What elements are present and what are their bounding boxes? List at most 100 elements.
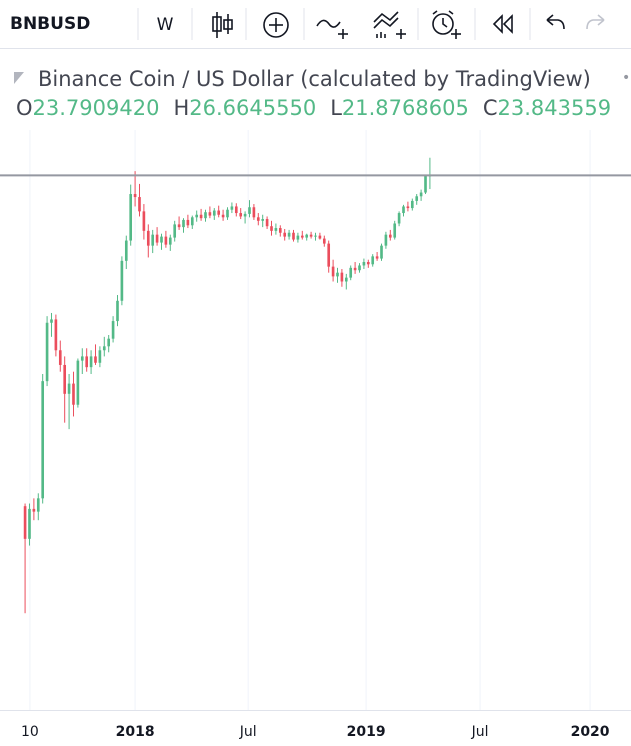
candle-body xyxy=(349,267,353,278)
candle-body xyxy=(151,234,155,246)
candle-body xyxy=(393,223,397,238)
candle-body xyxy=(234,206,238,214)
candle-body xyxy=(133,194,137,198)
x-tick-label: Jul xyxy=(471,724,489,740)
candle-body xyxy=(380,245,383,259)
candle-body xyxy=(80,356,84,361)
candle-body xyxy=(270,226,273,231)
candle-body xyxy=(248,207,251,214)
ohlc-key: H xyxy=(173,96,189,120)
candle-body xyxy=(309,234,313,237)
interval[interactable]: W xyxy=(157,15,174,35)
candle-body xyxy=(322,238,326,244)
x-tick-label: 10 xyxy=(21,724,39,740)
candle-body xyxy=(129,194,133,241)
candle-body xyxy=(94,356,97,363)
ohlc-value: 21.8768605 xyxy=(342,96,469,120)
candle-body xyxy=(375,256,379,259)
candle-body xyxy=(124,240,128,261)
indicators-icon[interactable] xyxy=(316,19,348,39)
candle-body xyxy=(287,232,291,237)
candle-body xyxy=(168,237,172,245)
candle-body xyxy=(327,243,331,267)
candle-body xyxy=(362,261,366,266)
ohlc-value: 23.7909420 xyxy=(33,96,160,120)
candle-body xyxy=(283,232,287,237)
candle-body xyxy=(265,219,269,227)
redo-icon[interactable] xyxy=(586,14,605,30)
toolbar xyxy=(0,0,631,48)
candle-body xyxy=(208,212,212,216)
candle-body xyxy=(58,350,62,365)
candle-body xyxy=(160,236,163,243)
candles-icon[interactable] xyxy=(212,12,233,38)
x-tick-label: Jul xyxy=(239,724,257,740)
candle-body xyxy=(67,383,71,394)
templates-icon[interactable] xyxy=(373,11,406,39)
more-dot: • xyxy=(622,70,630,86)
candle-body xyxy=(226,209,229,218)
candle-body xyxy=(261,219,265,221)
replay-icon[interactable] xyxy=(492,14,513,34)
candle-body xyxy=(305,234,309,238)
candle-body xyxy=(120,260,124,301)
candle-body xyxy=(146,230,150,246)
candle-body xyxy=(190,217,194,226)
candle-body xyxy=(300,235,304,238)
candle-body xyxy=(107,338,111,347)
ohlc-value: 23.843559 xyxy=(498,96,612,120)
candle-body xyxy=(336,272,339,277)
candle-body xyxy=(314,235,317,237)
ohlc-key: O xyxy=(16,96,33,120)
ohlc-value: 26.6645550 xyxy=(189,96,316,120)
candle-body xyxy=(358,265,361,271)
candle-body xyxy=(28,508,31,539)
candle-body xyxy=(239,213,243,217)
candle-body xyxy=(54,319,58,351)
candle-body xyxy=(402,206,405,214)
candle-body xyxy=(344,277,348,282)
candle-body xyxy=(384,234,388,246)
ohlc-key: L xyxy=(330,96,342,120)
candle-body xyxy=(85,356,89,368)
candle-body xyxy=(186,219,190,226)
candle-body xyxy=(89,356,93,368)
candle-body xyxy=(221,214,225,218)
candle-body xyxy=(366,261,370,265)
candle-body xyxy=(415,196,419,201)
candle-body xyxy=(50,319,53,323)
candle-body xyxy=(164,236,168,245)
candle-body xyxy=(331,266,335,277)
candle-body xyxy=(98,350,102,363)
candle-body xyxy=(111,321,115,339)
candle-body xyxy=(353,267,357,271)
candle-body xyxy=(23,506,27,539)
candle-body xyxy=(195,214,199,218)
candle-body xyxy=(292,232,295,240)
collapse-icon[interactable] xyxy=(14,72,24,84)
candle-body xyxy=(72,383,75,405)
candle-body xyxy=(256,217,260,221)
candle-body xyxy=(102,346,106,351)
ohlc-key: C xyxy=(483,96,498,120)
candle-body xyxy=(274,228,278,231)
candle-body xyxy=(406,206,410,209)
compare-icon[interactable] xyxy=(263,12,289,38)
candle-body xyxy=(45,322,49,382)
candle-body xyxy=(388,234,392,238)
candle-body xyxy=(173,224,177,238)
undo-icon[interactable] xyxy=(546,14,565,30)
candle-body xyxy=(217,210,221,215)
symbol[interactable]: BNBUSD xyxy=(10,14,90,34)
candle-body xyxy=(142,211,146,231)
candle-body xyxy=(419,192,423,197)
candle-body xyxy=(397,213,401,224)
candle-body xyxy=(230,206,234,210)
x-tick-label: 2020 xyxy=(571,724,610,740)
candle-body xyxy=(32,508,36,512)
alert-icon[interactable] xyxy=(432,10,461,39)
candle-body xyxy=(410,200,414,209)
candle-body xyxy=(243,213,247,217)
